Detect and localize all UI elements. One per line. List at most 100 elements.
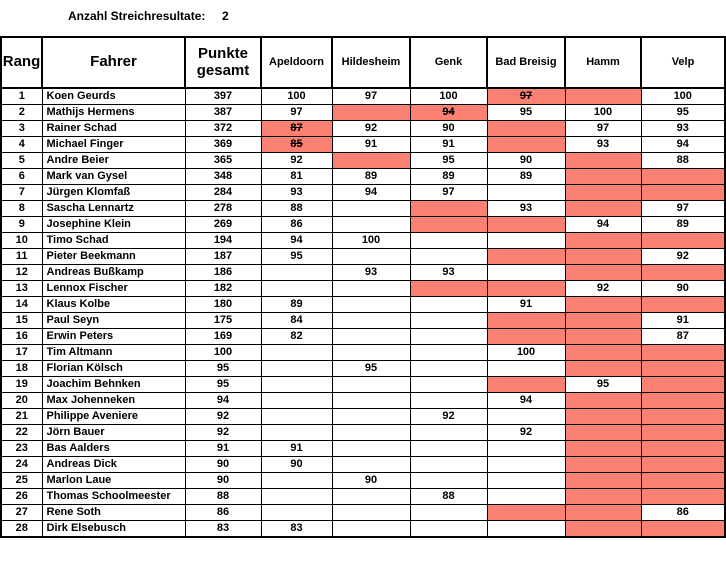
cell-velp: 95 [640,104,726,121]
cell-rang: 21 [0,408,43,425]
table-row: 12 Andreas Bußkamp 186 93 93 [0,264,726,281]
streichresultate-label: Anzahl Streichresultate: [68,9,206,23]
cell-velp: 92 [640,248,726,265]
cell-genk [409,216,488,233]
cell-hildesheim [331,456,411,473]
cell-bad-breisig [486,520,566,538]
column-header-genk: Genk [409,36,488,89]
cell-rang: 10 [0,232,43,249]
cell-genk [409,312,488,329]
cell-punkte: 90 [184,472,262,489]
cell-rang: 11 [0,248,43,265]
cell-velp [640,360,726,377]
cell-bad-breisig [486,328,566,345]
cell-hildesheim [331,344,411,361]
table-row: 8 Sascha Lennartz 278 88 93 97 [0,200,726,217]
cell-hildesheim [331,248,411,265]
cell-hamm [564,472,642,489]
cell-velp: 90 [640,280,726,297]
cell-apeldoorn [260,264,333,281]
cell-rang: 18 [0,360,43,377]
cell-fahrer: Sascha Lennartz [41,200,186,217]
cell-genk: 92 [409,408,488,425]
cell-fahrer: Mathijs Hermens [41,104,186,121]
cell-punkte: 194 [184,232,262,249]
cell-hildesheim: 89 [331,168,411,185]
cell-bad-breisig: 100 [486,344,566,361]
cell-bad-breisig [486,408,566,425]
cell-apeldoorn: 84 [260,312,333,329]
cell-punkte: 83 [184,520,262,538]
cell-velp: 97 [640,200,726,217]
cell-hamm [564,168,642,185]
cell-rang: 4 [0,136,43,153]
cell-apeldoorn: 100 [260,87,333,105]
cell-genk [409,472,488,489]
cell-velp [640,184,726,201]
cell-rang: 2 [0,104,43,121]
cell-apeldoorn [260,392,333,409]
cell-bad-breisig: 90 [486,152,566,169]
cell-punkte: 95 [184,360,262,377]
cell-fahrer: Joachim Behnken [41,376,186,393]
cell-hamm [564,152,642,169]
cell-genk [409,360,488,377]
cell-fahrer: Andreas Dick [41,456,186,473]
cell-apeldoorn: 97 [260,104,333,121]
cell-velp [640,424,726,441]
cell-hildesheim [331,376,411,393]
cell-genk: 88 [409,488,488,505]
cell-bad-breisig: 93 [486,200,566,217]
cell-velp [640,520,726,538]
cell-hildesheim [331,408,411,425]
cell-hamm [564,264,642,281]
cell-bad-breisig [486,184,566,201]
cell-genk [409,280,488,297]
cell-bad-breisig: 95 [486,104,566,121]
cell-fahrer: Marlon Laue [41,472,186,489]
cell-apeldoorn: 89 [260,296,333,313]
cell-punkte: 269 [184,216,262,233]
cell-punkte: 88 [184,488,262,505]
cell-apeldoorn: 82 [260,328,333,345]
cell-punkte: 365 [184,152,262,169]
cell-genk: 89 [409,168,488,185]
cell-fahrer: Mark van Gysel [41,168,186,185]
cell-velp: 100 [640,87,726,105]
cell-velp: 88 [640,152,726,169]
cell-bad-breisig [486,216,566,233]
cell-hildesheim [331,312,411,329]
cell-bad-breisig: 89 [486,168,566,185]
cell-rang: 5 [0,152,43,169]
cell-punkte: 92 [184,408,262,425]
cell-rang: 20 [0,392,43,409]
cell-hamm [564,424,642,441]
cell-hildesheim [331,520,411,538]
cell-fahrer: Klaus Kolbe [41,296,186,313]
cell-punkte: 91 [184,440,262,457]
cell-genk: 97 [409,184,488,201]
cell-velp [640,488,726,505]
cell-bad-breisig [486,376,566,393]
cell-apeldoorn: 83 [260,520,333,538]
cell-apeldoorn [260,360,333,377]
cell-bad-breisig [486,456,566,473]
cell-apeldoorn [260,408,333,425]
cell-genk [409,200,488,217]
table-row: 28 Dirk Elsebusch 83 83 [0,520,726,538]
table-row: 14 Klaus Kolbe 180 89 91 [0,296,726,313]
cell-fahrer: Michael Finger [41,136,186,153]
cell-hamm [564,296,642,313]
cell-rang: 26 [0,488,43,505]
cell-velp [640,472,726,489]
cell-hamm: 97 [564,120,642,137]
cell-hildesheim [331,424,411,441]
cell-punkte: 397 [184,87,262,105]
cell-hildesheim [331,440,411,457]
table-row: 2 Mathijs Hermens 387 97 94 95 100 95 [0,104,726,121]
cell-hamm [564,504,642,521]
table-row: 26 Thomas Schoolmeester 88 88 [0,488,726,505]
cell-bad-breisig [486,280,566,297]
cell-rang: 27 [0,504,43,521]
cell-fahrer: Jürgen Klomfaß [41,184,186,201]
